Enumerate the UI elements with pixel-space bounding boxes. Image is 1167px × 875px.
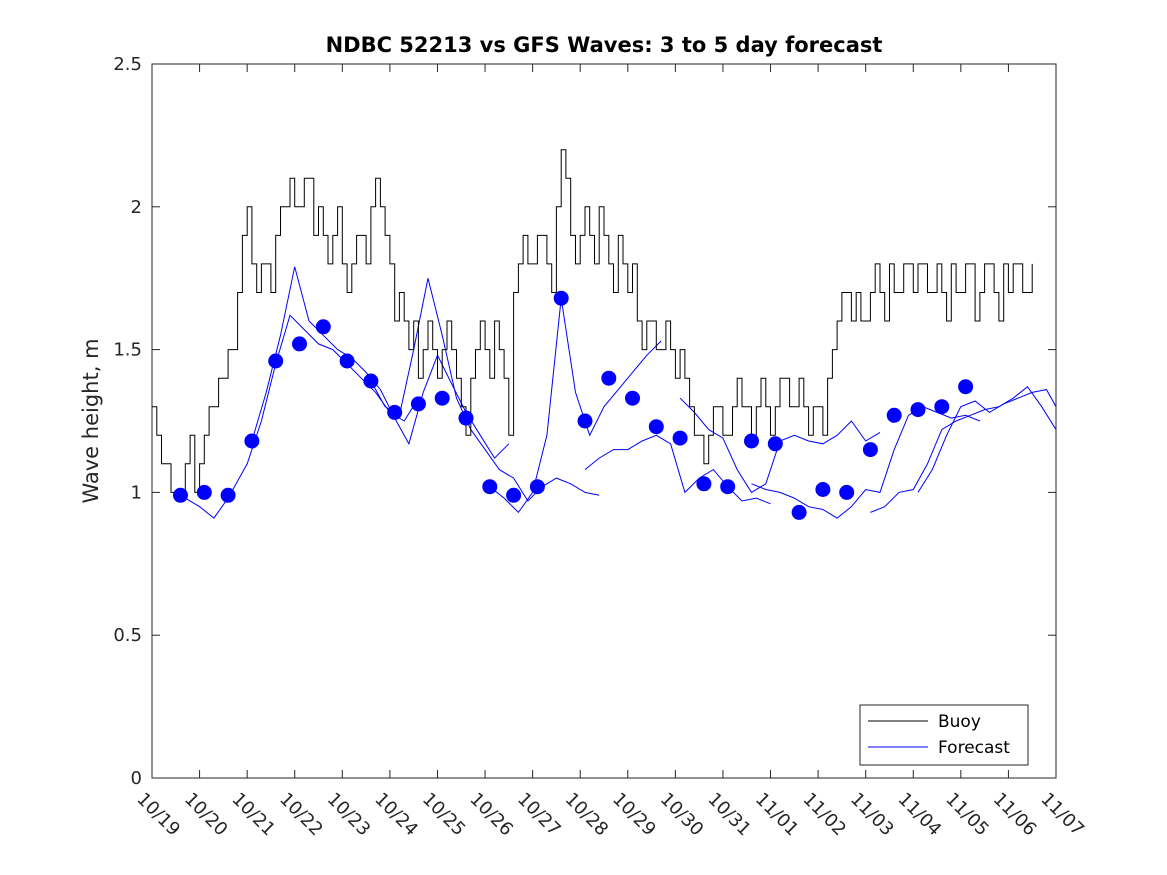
forecast-run-8 [870,385,1056,513]
forecast-marker [648,419,664,435]
forecast-marker [958,379,974,395]
forecast-marker [625,390,640,406]
y-tick-label: 0 [131,768,142,789]
forecast-marker [910,402,926,418]
forecast-marker [791,504,807,520]
forecast-marker [553,290,569,306]
y-axis: 0 0.5 1 1.5 2 2.5 [113,54,1056,789]
y-axis-label: Wave height, m [79,338,103,503]
forecast-marker [244,433,260,449]
forecast-marker [292,336,307,352]
forecast-marker [577,413,593,429]
legend: Buoy Forecast [859,704,1029,766]
y-tick-label: 2.5 [113,54,142,75]
y-tick-label: 1.5 [113,340,142,361]
plot-area [151,63,1057,779]
forecast-marker [458,410,474,426]
forecast-marker [862,442,878,458]
y-tick-label: 1 [131,482,142,503]
forecast-marker [315,319,331,335]
forecast-run-5 [584,434,771,505]
buoy-series-line [152,149,1033,493]
forecast-marker [744,433,759,449]
forecast-marker [720,479,736,495]
forecast-marker [815,482,831,497]
series-layer [152,149,1056,520]
legend-box [859,704,1029,766]
forecast-marker [268,353,284,369]
forecast-run-3 [370,278,600,502]
forecast-marker [529,479,545,495]
forecast-marker [672,430,688,446]
forecast-marker [220,487,236,503]
forecast-marker [173,487,188,503]
forecast-run-9 [917,389,1056,493]
forecast-run-4 [489,298,662,514]
forecast-marker [696,476,712,492]
forecast-run-7 [751,406,981,519]
chart-title: NDBC 52213 vs GFS Waves: 3 to 5 day fore… [326,33,883,57]
forecast-marker [886,407,902,423]
forecast-marker [363,373,379,389]
forecast-marker [767,436,783,452]
y-tick-label: 0.5 [113,625,142,646]
legend-buoy-label: Buoy [938,712,981,732]
forecast-marker [506,487,522,503]
y-tick-label: 2 [131,197,142,218]
forecast-marker [482,479,498,495]
forecast-marker [410,396,426,412]
forecast-marker [196,484,212,500]
forecast-marker [339,353,355,369]
forecast-marker [601,370,617,386]
forecast-marker [434,390,450,406]
forecast-marker [934,399,950,415]
legend-forecast-label: Forecast [938,738,1010,758]
forecast-marker [387,404,403,420]
forecast-marker [839,484,855,500]
axes-box [151,63,1057,779]
